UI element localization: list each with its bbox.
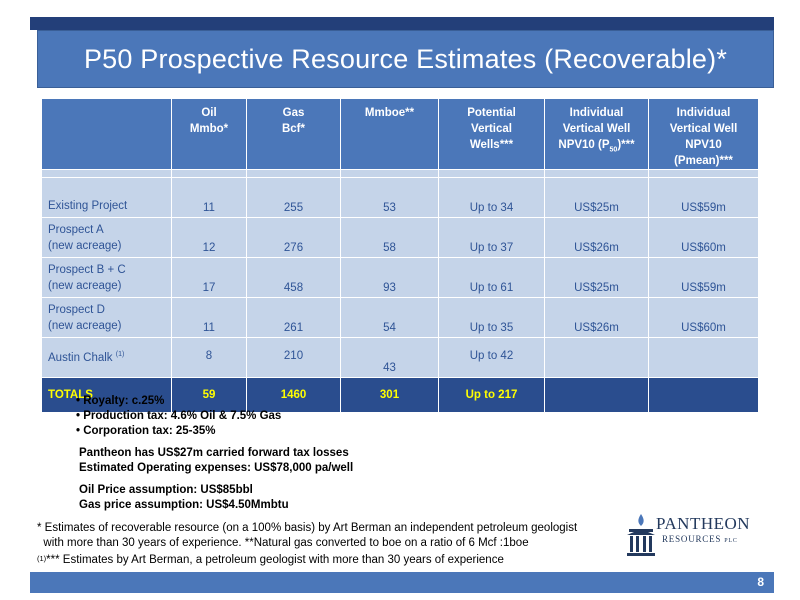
- table-row: Prospect B + C (new acreage) 17 458 93 Up…: [41, 257, 759, 298]
- notes-tax-opex: Pantheon has US$27m carried forward tax …: [79, 446, 353, 476]
- table-row: Existing Project 11 255 53 Up to 34 US$2…: [41, 177, 759, 218]
- page-number: 8: [757, 575, 764, 589]
- cell-gas: 276: [246, 217, 341, 258]
- total-mmboe: 301: [340, 377, 439, 413]
- table-row: Prospect A (new acreage) 12 276 58 Up to …: [41, 217, 759, 258]
- row-name: Existing Project: [41, 177, 172, 218]
- header-oil: Oil Mmbo*: [171, 98, 247, 170]
- header-npv-pmean: Individual Vertical Well NPV10 (Pmean)***: [648, 98, 759, 170]
- pantheon-logo: PANTHEON RESOURCES PLC: [626, 512, 776, 564]
- cell-oil: 11: [171, 297, 247, 338]
- totals-row: TOTALS 59 1460 301 Up to 217: [41, 377, 759, 413]
- footnotes: * Estimates of recoverable resource (on …: [37, 521, 627, 568]
- top-band: [30, 17, 774, 30]
- table-header-row: Oil Mmbo* Gas Bcf* Mmboe** Potential Vertic…: [41, 98, 759, 170]
- bullet-production-tax: • Production tax: 4.6% Oil & 7.5% Gas: [76, 410, 282, 422]
- cell-gas: 261: [246, 297, 341, 338]
- note-tax-losses: Pantheon has US$27m carried forward tax …: [79, 447, 349, 459]
- cell-oil: 8: [171, 337, 247, 378]
- cell-oil: 11: [171, 177, 247, 218]
- row-name: Prospect B + C (new acreage): [41, 257, 172, 298]
- cell-npv-p50: US$25m: [544, 177, 649, 218]
- totals-label: TOTALS: [41, 377, 172, 413]
- total-wells: Up to 217: [438, 377, 545, 413]
- logo-sub-text: RESOURCES PLC: [662, 534, 738, 544]
- cell-mmboe: 43: [340, 337, 439, 378]
- cell-oil: 17: [171, 257, 247, 298]
- cell-npv-p50: US$26m: [544, 217, 649, 258]
- bullet-corporation-tax: • Corporation tax: 25-35%: [76, 425, 216, 437]
- table-row: Austin Chalk (1) 8 210 43 Up to 42: [41, 337, 759, 378]
- total-npv-p50: [544, 377, 649, 413]
- temple-flame-icon: [627, 514, 655, 556]
- cell-npv-p50: US$26m: [544, 297, 649, 338]
- logo-wordmark: PANTHEON RESOURCES PLC: [656, 514, 750, 544]
- logo-main-text: PANTHEON: [656, 514, 751, 533]
- bullet-royalty: • Royalty: c.25%: [76, 395, 165, 407]
- resource-table: Oil Mmbo* Gas Bcf* Mmboe** Potential Vertic…: [41, 98, 759, 413]
- cell-mmboe: 54: [340, 297, 439, 338]
- row-name: Austin Chalk (1): [41, 337, 172, 378]
- footnote-2: with more than 30 years of experience. *…: [37, 537, 529, 549]
- total-gas: 1460: [246, 377, 341, 413]
- tax-bullets: • Royalty: c.25% • Production tax: 4.6% …: [76, 394, 281, 439]
- cell-gas: 210: [246, 337, 341, 378]
- header-gas: Gas Bcf*: [246, 98, 341, 170]
- table-spacer-row: [41, 169, 759, 178]
- slide-title: P50 Prospective Resource Estimates (Reco…: [83, 43, 728, 74]
- cell-wells: Up to 34: [438, 177, 545, 218]
- cell-oil: 12: [171, 217, 247, 258]
- cell-npv-pmean: [648, 337, 759, 378]
- row-name: Prospect A (new acreage): [41, 217, 172, 258]
- header-wells: Potential Vertical Wells***: [438, 98, 545, 170]
- cell-mmboe: 58: [340, 217, 439, 258]
- header-npv-p50: Individual Vertical Well NPV10 (P50)***: [544, 98, 649, 170]
- cell-gas: 255: [246, 177, 341, 218]
- total-npv-pmean: [648, 377, 759, 413]
- footnote-1: * Estimates of recoverable resource (on …: [37, 522, 578, 534]
- note-oil-price: Oil Price assumption: US$85bbl: [79, 484, 253, 496]
- footnote-3: (1)*** Estimates by Art Berman, a petrol…: [37, 554, 504, 566]
- cell-gas: 458: [246, 257, 341, 298]
- header-blank: [41, 98, 172, 170]
- footer-band: 8: [30, 572, 774, 593]
- notes-price-assumptions: Oil Price assumption: US$85bbl Gas price…: [79, 483, 289, 513]
- cell-npv-p50: US$25m: [544, 257, 649, 298]
- cell-npv-pmean: US$59m: [648, 177, 759, 218]
- cell-mmboe: 53: [340, 177, 439, 218]
- cell-npv-pmean: US$60m: [648, 217, 759, 258]
- note-gas-price: Gas price assumption: US$4.50Mmbtu: [79, 499, 289, 511]
- cell-mmboe: 93: [340, 257, 439, 298]
- cell-npv-p50: [544, 337, 649, 378]
- title-bar: P50 Prospective Resource Estimates (Reco…: [37, 30, 774, 88]
- header-mmboe: Mmboe**: [340, 98, 439, 170]
- cell-wells: Up to 35: [438, 297, 545, 338]
- row-name: Prospect D (new acreage): [41, 297, 172, 338]
- cell-wells: Up to 42: [438, 337, 545, 378]
- table-row: Prospect D (new acreage) 11 261 54 Up to …: [41, 297, 759, 338]
- cell-wells: Up to 37: [438, 217, 545, 258]
- cell-wells: Up to 61: [438, 257, 545, 298]
- cell-npv-pmean: US$59m: [648, 257, 759, 298]
- note-opex: Estimated Operating expenses: US$78,000 …: [79, 462, 354, 474]
- cell-npv-pmean: US$60m: [648, 297, 759, 338]
